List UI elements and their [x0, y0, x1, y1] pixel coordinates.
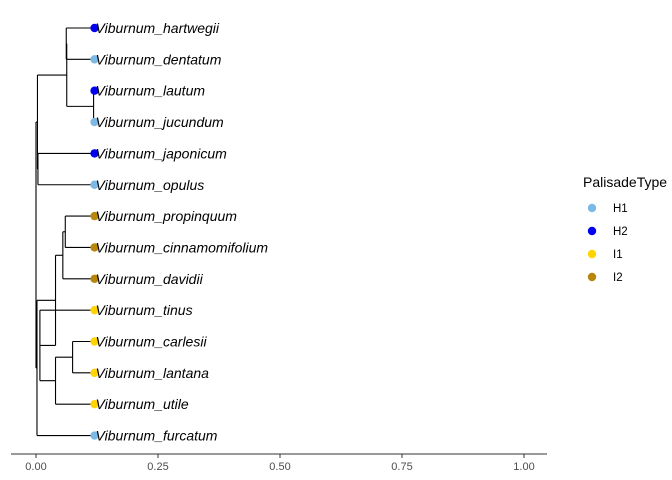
tip-point — [90, 211, 99, 221]
x-axis: 0.00 0.25 0.50 0.75 1.00 — [11, 453, 547, 473]
x-tick-label: 0.75 — [391, 461, 412, 473]
legend-title: PalisadeType — [583, 174, 667, 190]
tip-point — [90, 180, 99, 189]
tip-point — [90, 149, 99, 158]
legend-key — [587, 249, 597, 259]
tip-label: Viburnum_lautum — [96, 83, 206, 99]
tip-point — [90, 337, 99, 346]
legend-key — [587, 226, 597, 236]
tip-label: Viburnum_dentatum — [96, 51, 222, 67]
tip-label: Viburnum_jucundum — [96, 114, 224, 130]
x-tick-label: 0.50 — [269, 461, 290, 473]
x-tick-label: 0.00 — [25, 461, 46, 473]
tip-label: Viburnum_hartwegii — [96, 20, 220, 36]
tip-label: Viburnum_furcatum — [96, 428, 218, 444]
tip-point — [90, 55, 99, 64]
tip-label: Viburnum_japonicum — [96, 145, 228, 161]
tip-point — [90, 305, 99, 315]
legend-label: H2 — [613, 226, 628, 238]
legend-key — [587, 272, 597, 282]
legend-label: H1 — [613, 203, 628, 215]
tree-branches — [35, 27, 95, 437]
legend: PalisadeType H1 H2 I1 I2 — [583, 174, 667, 284]
tip-point — [90, 400, 99, 409]
tip-label: Viburnum_tinus — [96, 302, 193, 318]
x-tick-label: 1.00 — [513, 461, 534, 473]
legend-key — [587, 203, 597, 213]
tip-label: Viburnum_cinnamomifolium — [96, 239, 269, 255]
tip-point — [90, 117, 99, 127]
tip-label: Viburnum_opulus — [96, 177, 205, 193]
tip-point — [90, 86, 99, 95]
tip-point — [90, 431, 99, 440]
tip-label: Viburnum_davidii — [96, 271, 204, 287]
legend-label: I2 — [613, 272, 623, 284]
tip-point — [90, 274, 99, 283]
tip-label: Viburnum_lantana — [96, 365, 210, 381]
tip-label: Viburnum_carlesii — [96, 334, 208, 350]
tip-label: Viburnum_propinquum — [96, 208, 238, 224]
tip-label: Viburnum_utile — [96, 396, 189, 412]
tip-point — [90, 368, 99, 378]
tip-point — [90, 23, 99, 33]
tip-point — [90, 243, 99, 252]
tree-tips: Viburnum_hartwegii Viburnum_dentatum Vibur… — [90, 20, 268, 444]
x-tick-label: 0.25 — [147, 461, 168, 473]
legend-label: I1 — [613, 249, 623, 261]
